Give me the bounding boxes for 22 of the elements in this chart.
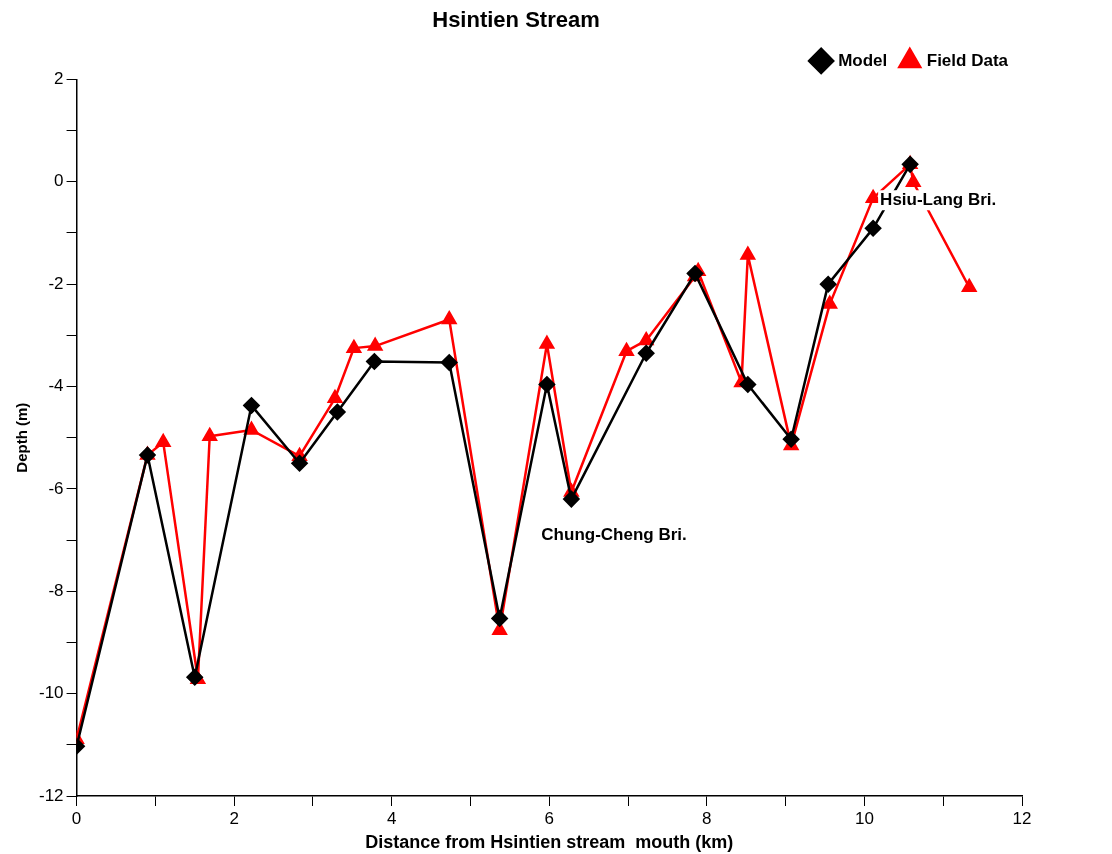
annotation: Chung-Cheng Bri. — [541, 524, 687, 544]
y-tick-label: -10 — [38, 683, 64, 703]
y-tick-label: -12 — [38, 785, 64, 805]
x-tick-label: 0 — [71, 808, 82, 828]
chart-title: Hsintien Stream — [432, 7, 600, 33]
x-tick-label: 4 — [386, 808, 397, 828]
legend-label: Field Data — [926, 50, 1009, 70]
annotation: Hsiu-Lang Bri. — [880, 190, 997, 210]
y-tick-label: -8 — [48, 580, 64, 600]
y-tick-label: 2 — [54, 69, 64, 89]
y-tick-label: -4 — [48, 376, 64, 396]
x-tick-label: 12 — [1012, 808, 1032, 828]
x-tick-label: 2 — [229, 808, 239, 828]
y-tick-label: -2 — [48, 273, 64, 293]
x-tick-label: 10 — [854, 808, 874, 828]
x-tick-label: 8 — [702, 808, 712, 828]
x-tick-label: 6 — [544, 808, 555, 828]
legend-label: Model — [838, 50, 888, 70]
y-tick-label: 0 — [54, 171, 64, 191]
y-axis-title: Depth (m) — [13, 402, 31, 473]
y-tick-label: -6 — [48, 478, 64, 498]
x-axis-title: Distance from Hsintien stream mouth (km) — [365, 832, 734, 853]
